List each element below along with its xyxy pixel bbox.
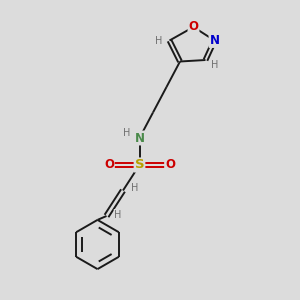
Text: N: N bbox=[209, 34, 220, 47]
Text: H: H bbox=[212, 60, 219, 70]
Text: H: H bbox=[114, 209, 122, 220]
Text: H: H bbox=[155, 35, 163, 46]
Text: O: O bbox=[165, 158, 175, 172]
Text: H: H bbox=[131, 183, 138, 193]
Text: H: H bbox=[123, 128, 130, 139]
Text: S: S bbox=[135, 158, 144, 172]
Text: O: O bbox=[188, 20, 199, 34]
Text: N: N bbox=[134, 131, 145, 145]
Text: O: O bbox=[104, 158, 114, 172]
